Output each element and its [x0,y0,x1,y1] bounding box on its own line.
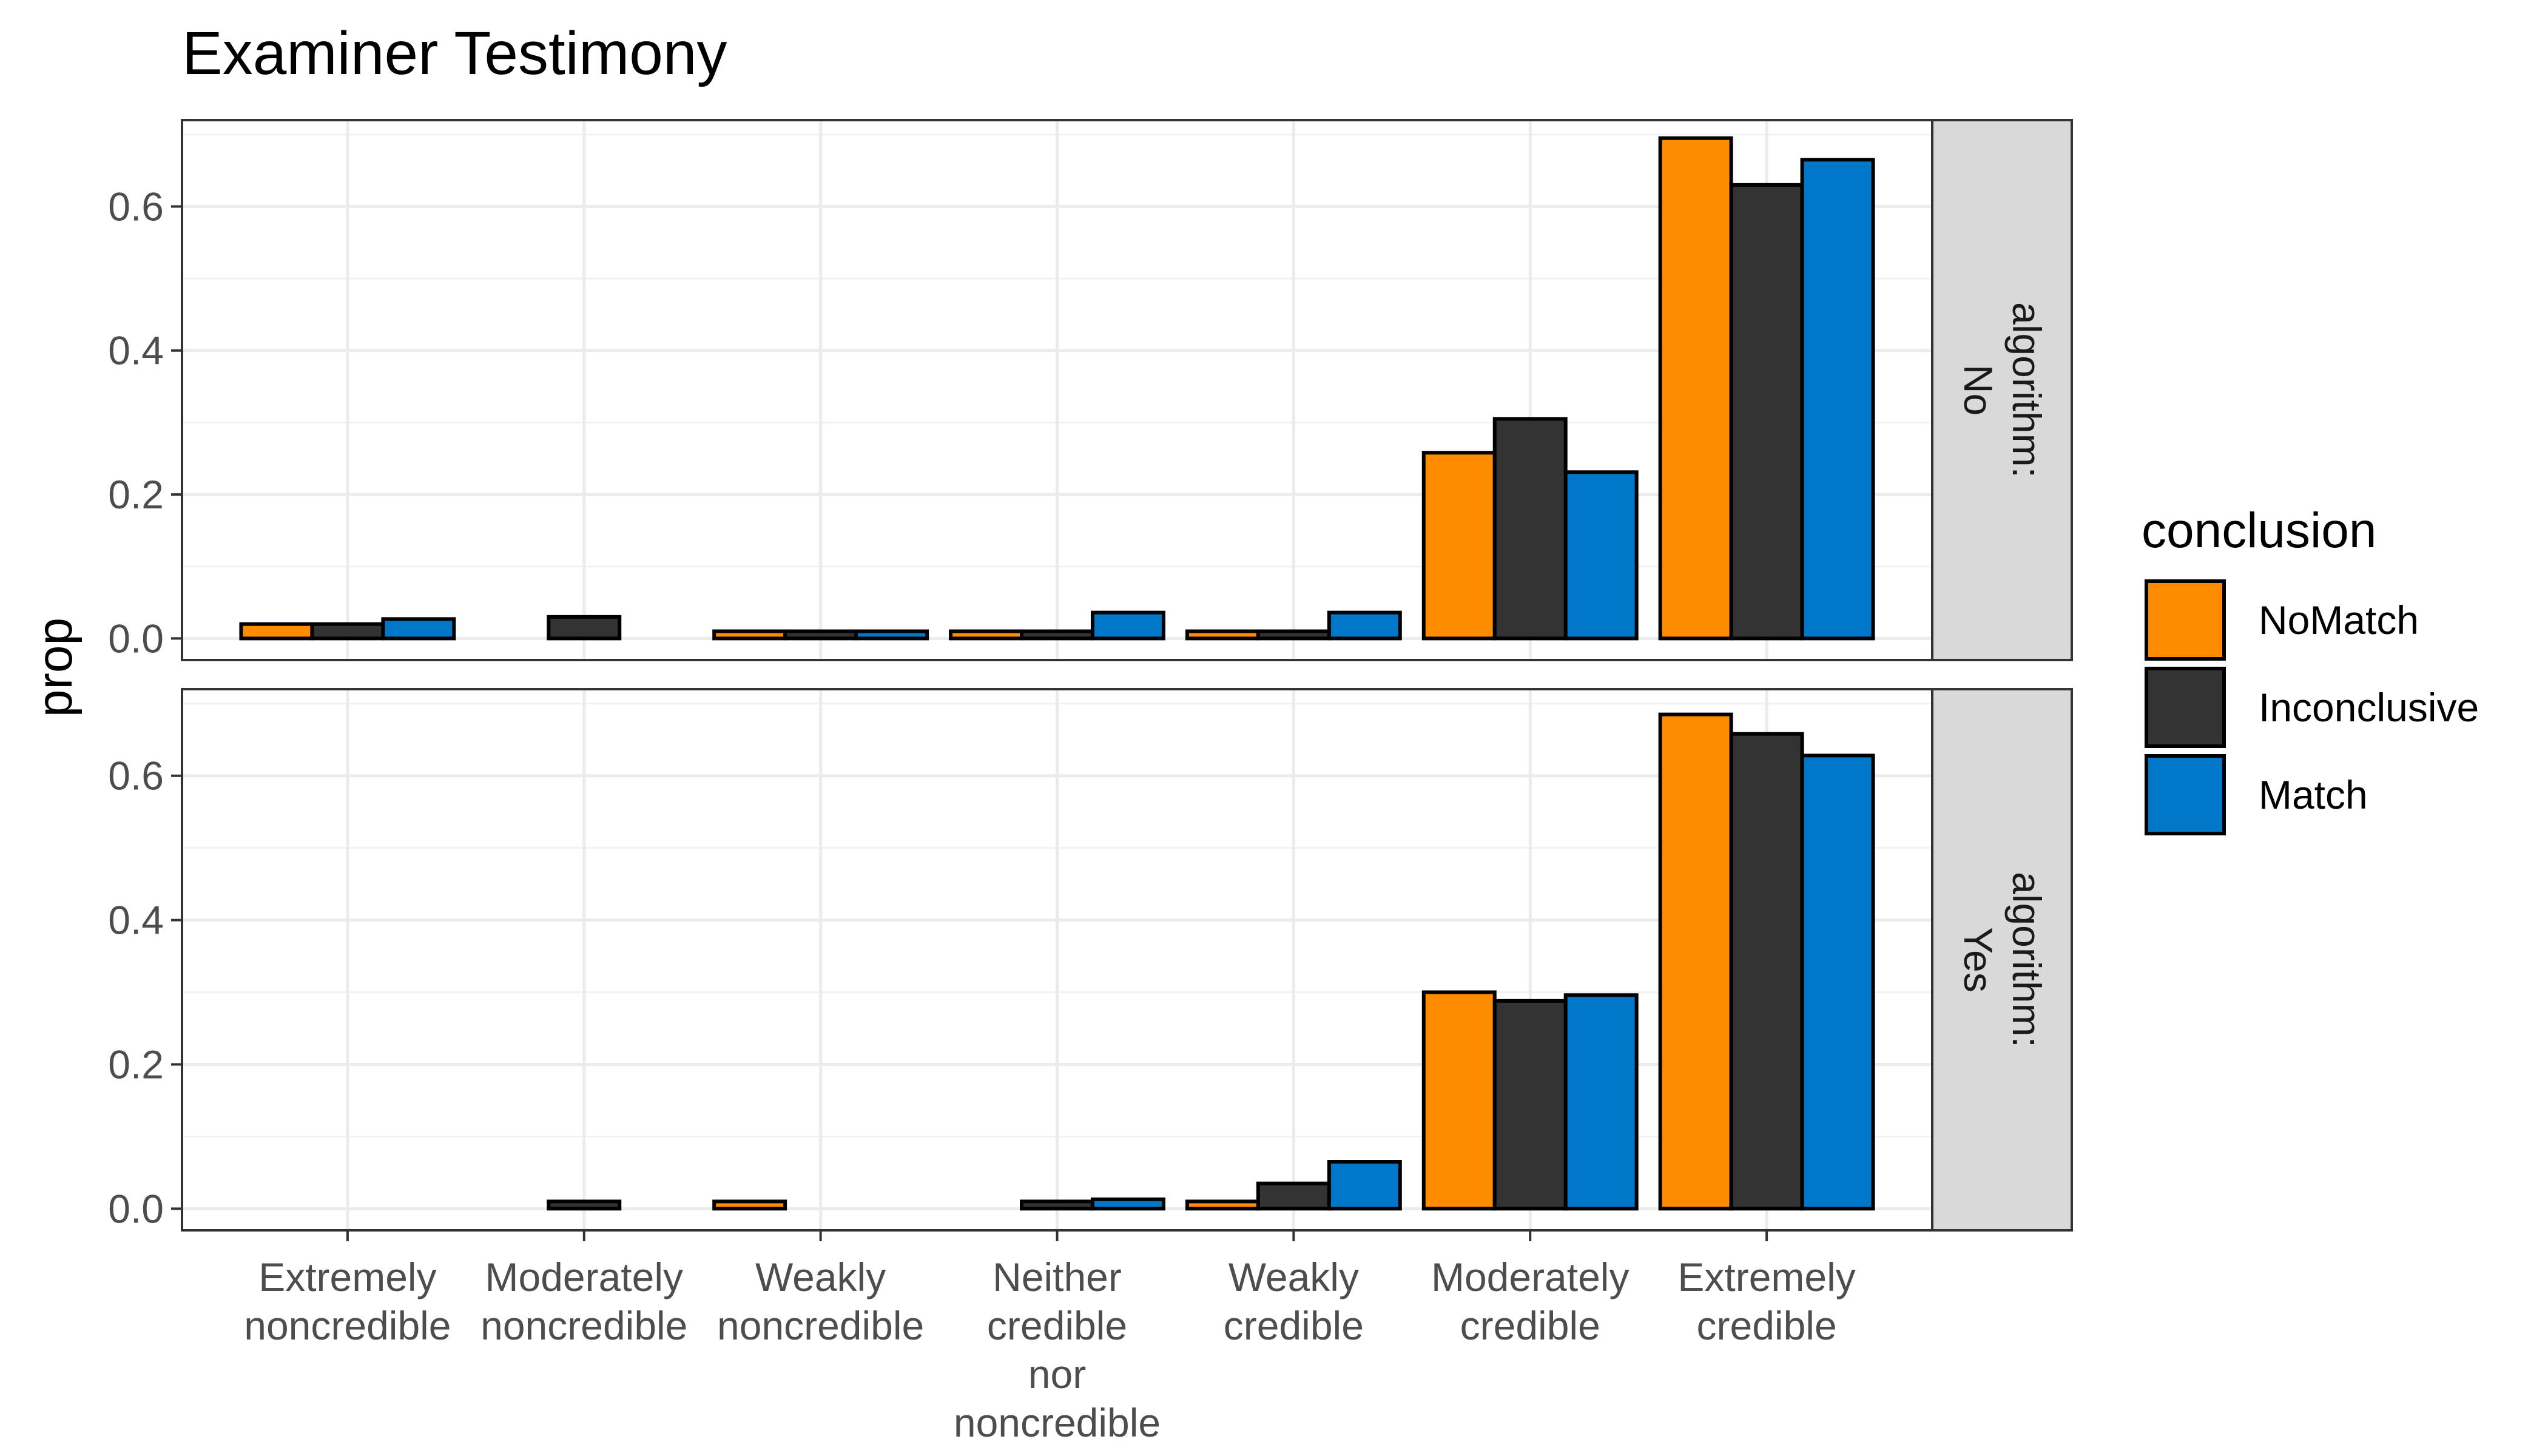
strip-label-line: algorithm: [2004,302,2049,478]
strip-label-line: No [1956,365,2001,416]
bar-nomatch-7 [1658,136,1733,641]
x-tick-label: Moderately noncredible [480,1255,687,1348]
legend-key-match [2145,754,2226,835]
x-tick-label-line: credible [987,1303,1127,1348]
y-tick-label: 0.6 [108,184,164,229]
x-tick-label-line: credible [1224,1303,1364,1348]
bar-match-7 [1800,753,1875,1211]
x-tick-label-line: Neither [993,1255,1122,1299]
bar-inconclusive-7 [1729,732,1804,1211]
legend-label: NoMatch [2259,598,2419,642]
bar-nomatch-3 [712,1199,787,1211]
bar-nomatch-3 [712,629,787,641]
bar-inconclusive-4 [1020,629,1094,641]
bar-inconclusive-6 [1492,999,1568,1211]
bar-nomatch-5 [1185,1199,1260,1211]
bar-match-4 [1090,610,1165,641]
legend-key-nomatch [2145,579,2226,661]
bar-inconclusive-2 [547,615,622,641]
x-tick-label-line: Moderately [1431,1255,1630,1299]
legend-label: Match [2259,772,2368,817]
bar-match-1 [381,617,456,641]
bar-nomatch-7 [1658,712,1733,1211]
legend-label: Inconclusive [2259,685,2479,730]
facet-panel-1: 0.0 0.2 0.4 0.6 algorithm:No [108,119,2073,661]
x-tick-label-line: Extremely [258,1255,436,1299]
strip-label: algorithm:Yes [1956,872,2049,1048]
bar-inconclusive-2 [547,1199,622,1211]
legend-title: conclusion [2142,503,2376,558]
x-tick-label-line: Moderately [485,1255,684,1299]
x-tick-label-line: Weakly [1228,1255,1359,1299]
strip-background [1931,688,2073,1232]
x-tick-label-line: Weakly [755,1255,886,1299]
x-tick-label-line: noncredible [717,1303,924,1348]
bar-match-6 [1563,470,1639,641]
bar-match-7 [1800,158,1875,641]
y-tick-label: 0.2 [108,472,164,517]
x-tick-label-line: nor [1028,1352,1086,1397]
plot-area: 0.00.20.40.6algorithm:No0.00.20.40.6algo… [108,119,2073,1445]
x-tick-label-line: credible [1460,1303,1600,1348]
facet-strip: algorithm:Yes [1931,688,2073,1232]
bar-inconclusive-5 [1256,629,1331,641]
bar-inconclusive-5 [1256,1181,1331,1211]
bar-inconclusive-1 [310,622,385,641]
chart-title: Examiner Testimony [182,19,727,87]
bar-nomatch-6 [1421,990,1497,1211]
y-tick-label: 0.0 [108,1186,164,1231]
bar-inconclusive-4 [1020,1199,1094,1211]
x-tick-label: Weakly credible [1224,1255,1364,1348]
strip-label-line: algorithm: [2004,872,2049,1048]
x-tick-label: Weakly noncredible [717,1255,924,1348]
x-tick-label-line: Extremely [1677,1255,1855,1299]
strip-label: algorithm:No [1956,302,2049,478]
x-tick-label-line: noncredible [954,1400,1161,1445]
bar-match-3 [854,629,929,641]
legend-key-inconclusive [2145,667,2226,748]
legend: conclusion NoMatch Inconclusive Match [2142,503,2479,835]
bar-match-4 [1090,1197,1165,1211]
x-tick-label: Moderately credible [1431,1255,1630,1348]
x-tick-label: Extremely noncredible [244,1255,451,1348]
x-tick-label-line: noncredible [480,1303,687,1348]
y-tick-label: 0.6 [108,753,164,798]
x-tick-label-line: credible [1697,1303,1837,1348]
bar-inconclusive-6 [1492,417,1568,641]
x-tick-label: Extremely credible [1677,1255,1855,1348]
bar-nomatch-5 [1185,629,1260,641]
y-axis-title: prop [27,618,83,717]
x-tick-label: Neither credible nor noncredible [954,1255,1161,1445]
bar-match-5 [1327,610,1402,641]
strip-label-line: Yes [1956,927,2001,993]
bar-match-6 [1563,993,1639,1211]
bar-inconclusive-3 [783,629,858,641]
y-tick-label: 0.2 [108,1042,164,1087]
bar-inconclusive-7 [1729,183,1804,641]
y-tick-label: 0.4 [108,898,164,943]
bar-nomatch-6 [1421,451,1497,641]
y-tick-label: 0.0 [108,616,164,661]
bar-nomatch-1 [239,622,314,641]
x-tick-label-line: noncredible [244,1303,451,1348]
bar-nomatch-4 [949,629,1024,641]
strip-background [1931,119,2073,661]
y-tick-label: 0.4 [108,328,164,373]
facet-strip: algorithm:No [1931,119,2073,661]
bar-match-5 [1327,1160,1402,1211]
facet-panel-2: 0.0 0.2 0.4 0.6 algorithm:Yes [108,688,2073,1232]
